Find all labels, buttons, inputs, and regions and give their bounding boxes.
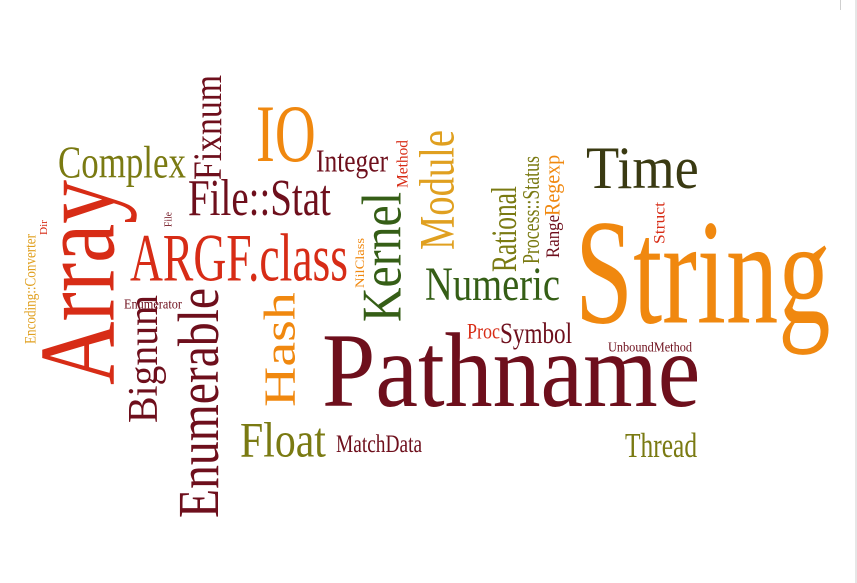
word-time: Time (586, 134, 699, 201)
word-dir: Dir (37, 219, 50, 235)
word-complex: Complex (58, 137, 186, 188)
word-array: Array (17, 179, 138, 385)
word-method: Method (393, 139, 411, 188)
word-module: Module (409, 129, 465, 250)
word-enumerable: Enumerable (166, 287, 231, 518)
word-io: IO (256, 88, 316, 180)
word-matchdata: MatchData (336, 429, 423, 458)
word-numeric: Numeric (425, 257, 560, 311)
word-encoding-converter: Encoding::Converter (21, 234, 39, 344)
word-nilclass: NilClass (352, 237, 367, 288)
word-fixnum: Fixnum (185, 74, 230, 180)
word-hash: Hash (255, 292, 305, 407)
word-struct: Struct (650, 202, 668, 244)
word-file-stat: File::Stat (188, 168, 331, 227)
word-bignum: Bignum (119, 294, 167, 423)
word-argf-class: ARGF.class (130, 219, 349, 296)
word-enumerator: Enumerator (124, 296, 183, 312)
word-thread: Thread (625, 425, 698, 465)
word-range: Range (541, 214, 563, 258)
word-integer: Integer (316, 143, 389, 179)
top-tick (840, 0, 841, 10)
word-symbol: Symbol (500, 316, 573, 350)
word-float: Float (240, 412, 326, 468)
word-proc: Proc (467, 318, 501, 344)
word-string: String (575, 189, 831, 356)
word-unboundmethod: UnboundMethod (608, 339, 693, 355)
word-pathname: Pathname (322, 311, 701, 430)
right-border (855, 0, 857, 583)
word-regexp: Regexp (539, 154, 565, 216)
word-file: File (162, 212, 174, 227)
